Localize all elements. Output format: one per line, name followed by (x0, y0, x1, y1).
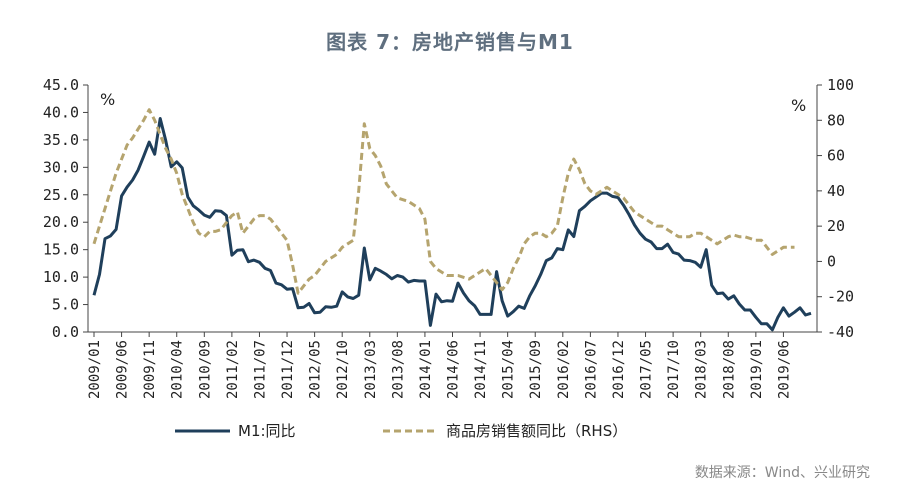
right-tick-label: 60 (827, 147, 845, 165)
right-tick-label: 80 (827, 111, 845, 129)
x-tick-label: 2015/04 (501, 340, 517, 399)
x-tick-label: 2013/08 (390, 340, 406, 399)
right-tick-label: -40 (827, 323, 854, 341)
left-tick-label: 40.0 (43, 103, 79, 121)
x-tick-label: 2014/06 (446, 340, 462, 399)
left-unit-label: % (100, 90, 115, 109)
right-tick-label: 0 (827, 252, 836, 270)
x-tick-label: 2012/05 (308, 340, 324, 399)
legend-label-sales: 商品房销售额同比（RHS） (446, 422, 627, 440)
left-tick-label: 30.0 (43, 158, 79, 176)
chart-title: 图表 7：房地产销售与M1 (326, 30, 574, 54)
x-tick-label: 2017/10 (666, 340, 682, 399)
x-tick-label: 2009/06 (115, 340, 131, 399)
source-note: 数据来源：Wind、兴业研究 (694, 465, 870, 481)
right-tick-label: 20 (827, 217, 845, 235)
left-tick-label: 0.0 (52, 323, 79, 341)
x-tick-label: 2011/07 (252, 340, 268, 399)
left-tick-label: 25.0 (43, 186, 79, 204)
right-tick-label: 100 (827, 76, 854, 94)
x-tick-label: 2012/10 (335, 340, 351, 399)
left-tick-label: 20.0 (43, 213, 79, 231)
x-tick-label: 2010/09 (197, 340, 213, 399)
x-tick-label: 2016/02 (556, 340, 572, 399)
x-tick-label: 2017/05 (639, 340, 655, 399)
x-tick-label: 2014/01 (418, 340, 434, 399)
x-tick-label: 2019/06 (776, 340, 792, 399)
x-tick-label: 2019/01 (749, 340, 765, 399)
x-tick-label: 2009/11 (142, 340, 158, 399)
property-sales-yoy-line (92, 108, 795, 295)
right-tick-label: -20 (827, 288, 854, 306)
x-tick-label: 2016/07 (583, 340, 599, 399)
x-tick-label: 2016/12 (611, 340, 627, 399)
legend: M1:同比 商品房销售额同比（RHS） (175, 422, 627, 440)
legend-label-m1: M1:同比 (238, 422, 296, 440)
left-tick-label: 5.0 (52, 296, 79, 314)
x-tick-label: 2011/02 (225, 340, 241, 399)
m1-yoy-line (92, 117, 812, 332)
left-tick-label: 45.0 (43, 76, 79, 94)
x-tick-label: 2018/08 (721, 340, 737, 399)
x-tick-label: 2013/03 (363, 340, 379, 399)
left-tick-label: 10.0 (43, 268, 79, 286)
left-tick-label: 35.0 (43, 131, 79, 149)
x-tick-label: 2011/12 (280, 340, 296, 399)
x-tick-label: 2014/11 (473, 340, 489, 399)
axes: 0.0 5.0 10.0 15.0 20.0 25.0 30.0 35.0 40.0 45.0 -4… (43, 76, 854, 399)
right-tick-label: 40 (827, 182, 845, 200)
series-layer (92, 108, 812, 332)
x-tick-label: 2009/01 (87, 340, 103, 399)
left-tick-label: 15.0 (43, 241, 79, 259)
x-tick-label: 2018/03 (694, 340, 710, 399)
x-tick-label: 2010/04 (170, 340, 186, 399)
right-unit-label: % (791, 96, 806, 115)
x-tick-label: 2015/09 (528, 340, 544, 399)
